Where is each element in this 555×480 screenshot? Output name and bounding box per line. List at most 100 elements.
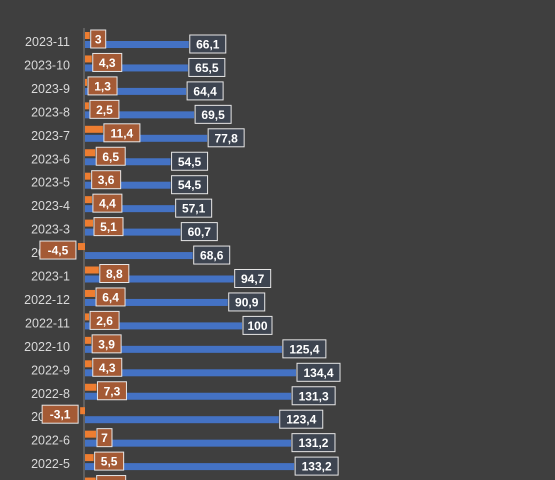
volume-label-box xyxy=(193,245,231,265)
category-tick-label: 2022-11 xyxy=(25,316,70,330)
growth-data-label: 11,4 xyxy=(111,126,134,140)
volume-label-box xyxy=(296,362,341,382)
growth-data-label: 6,4 xyxy=(102,290,119,304)
volume-bar xyxy=(85,87,187,95)
growth-bar xyxy=(80,407,85,415)
volume-label-box xyxy=(234,269,272,288)
growth-data-label: 7 xyxy=(101,431,108,445)
growth-label-box xyxy=(90,29,107,49)
volume-data-label: 68,6 xyxy=(200,249,224,263)
growth-data-label: 4,3 xyxy=(99,361,116,375)
volume-label-box xyxy=(171,175,209,195)
growth-label-box xyxy=(92,193,123,213)
volume-label-box xyxy=(279,409,324,429)
growth-data-label: 3,6 xyxy=(98,173,115,187)
volume-bar xyxy=(85,463,295,471)
volume-bar xyxy=(85,439,291,447)
volume-bar xyxy=(85,275,234,283)
growth-bar xyxy=(77,243,85,251)
growth-label-box xyxy=(96,475,127,480)
volume-label-box xyxy=(188,57,226,77)
growth-data-label: 6,5 xyxy=(102,150,119,164)
growth-data-label: 8,8 xyxy=(106,267,123,281)
growth-label-box xyxy=(91,170,122,190)
growth-label-box xyxy=(87,76,118,96)
volume-bar xyxy=(85,205,175,213)
volume-data-label: 100 xyxy=(247,319,267,333)
category-tick-label: 2023-7 xyxy=(31,129,70,143)
volume-label-box xyxy=(291,386,336,406)
volume-data-label: 54,5 xyxy=(178,178,202,192)
volume-label-box xyxy=(291,433,336,453)
volume-label-box xyxy=(194,104,232,124)
volume-bar xyxy=(85,64,188,72)
growth-label-box xyxy=(39,240,77,260)
growth-bar xyxy=(85,266,99,274)
category-tick-label: 2022-6 xyxy=(31,434,70,448)
growth-label-box xyxy=(103,123,141,143)
growth-data-label: 4,4 xyxy=(99,197,116,211)
volume-data-label: 125,4 xyxy=(289,342,319,356)
category-tick-label: 2023-1 xyxy=(31,270,70,284)
category-tick-label: 2022-8 xyxy=(31,387,70,401)
growth-label-box xyxy=(41,404,79,424)
growth-bar xyxy=(85,477,96,480)
volume-data-label: 77,8 xyxy=(214,131,238,145)
category-tick-label: 2023-10 xyxy=(24,58,70,72)
category-tick-label: 2022-12 xyxy=(24,293,70,307)
growth-label-box xyxy=(89,99,120,119)
growth-bar xyxy=(85,383,97,391)
category-tick-label: 2023-9 xyxy=(31,82,70,96)
growth-label-box xyxy=(94,451,125,471)
volume-label-box xyxy=(171,151,209,171)
growth-label-box xyxy=(96,428,113,448)
volume-bar xyxy=(85,369,297,377)
growth-label-box xyxy=(91,334,122,354)
volume-bar xyxy=(85,134,208,142)
growth-data-label: -3,1 xyxy=(50,408,71,422)
growth-bar xyxy=(85,454,94,462)
category-tick-label: 2023-8 xyxy=(31,105,70,119)
category-tick-label: 2023-6 xyxy=(31,152,70,166)
growth-label-box xyxy=(92,52,123,72)
growth-label-box xyxy=(95,287,126,307)
data-labels: 3 66,1 4,3 65,5 1,3 64,4 2,5 69,5 11,4 77,8 6,5 54,… xyxy=(39,29,341,480)
volume-data-label: 60,7 xyxy=(188,225,212,239)
category-tick-label: 2023-3 xyxy=(31,223,70,237)
volume-label-box xyxy=(186,81,224,101)
volume-data-label: 54,5 xyxy=(178,155,202,169)
growth-data-label: 2,5 xyxy=(96,103,113,117)
category-tick-label: 2023-4 xyxy=(31,199,70,213)
growth-bar xyxy=(85,78,88,86)
volume-label-box xyxy=(294,456,339,476)
growth-bar xyxy=(85,336,92,344)
volume-bar xyxy=(85,416,279,424)
volume-bar xyxy=(85,345,282,353)
volume-label-box xyxy=(228,292,266,312)
growth-bar xyxy=(85,289,96,297)
growth-bar xyxy=(85,219,94,227)
volume-data-label: 64,4 xyxy=(193,84,217,98)
volume-data-label: 90,9 xyxy=(235,295,259,309)
volume-bar xyxy=(85,322,242,330)
volume-data-label: 134,4 xyxy=(303,366,333,380)
volume-data-label: 69,5 xyxy=(201,108,225,122)
category-tick-label: 2023-11 xyxy=(25,35,70,49)
growth-data-label: 4,3 xyxy=(99,56,116,70)
growth-bar xyxy=(85,172,91,180)
volume-bar xyxy=(85,228,181,236)
growth-bar xyxy=(85,196,92,204)
volume-data-label: 123,4 xyxy=(286,413,316,427)
volume-bar xyxy=(85,298,228,306)
growth-data-label: -4,5 xyxy=(48,244,69,258)
growth-data-label: 3 xyxy=(95,33,102,47)
volume-label-box xyxy=(189,34,227,54)
volume-label-box xyxy=(180,222,218,242)
volume-data-label: 131,2 xyxy=(298,436,328,450)
growth-data-label: 5,1 xyxy=(100,220,117,234)
volume-data-label: 94,7 xyxy=(241,272,265,286)
growth-label-box xyxy=(93,217,124,237)
volume-label-box xyxy=(207,128,245,148)
volume-data-label: 65,5 xyxy=(195,61,219,75)
